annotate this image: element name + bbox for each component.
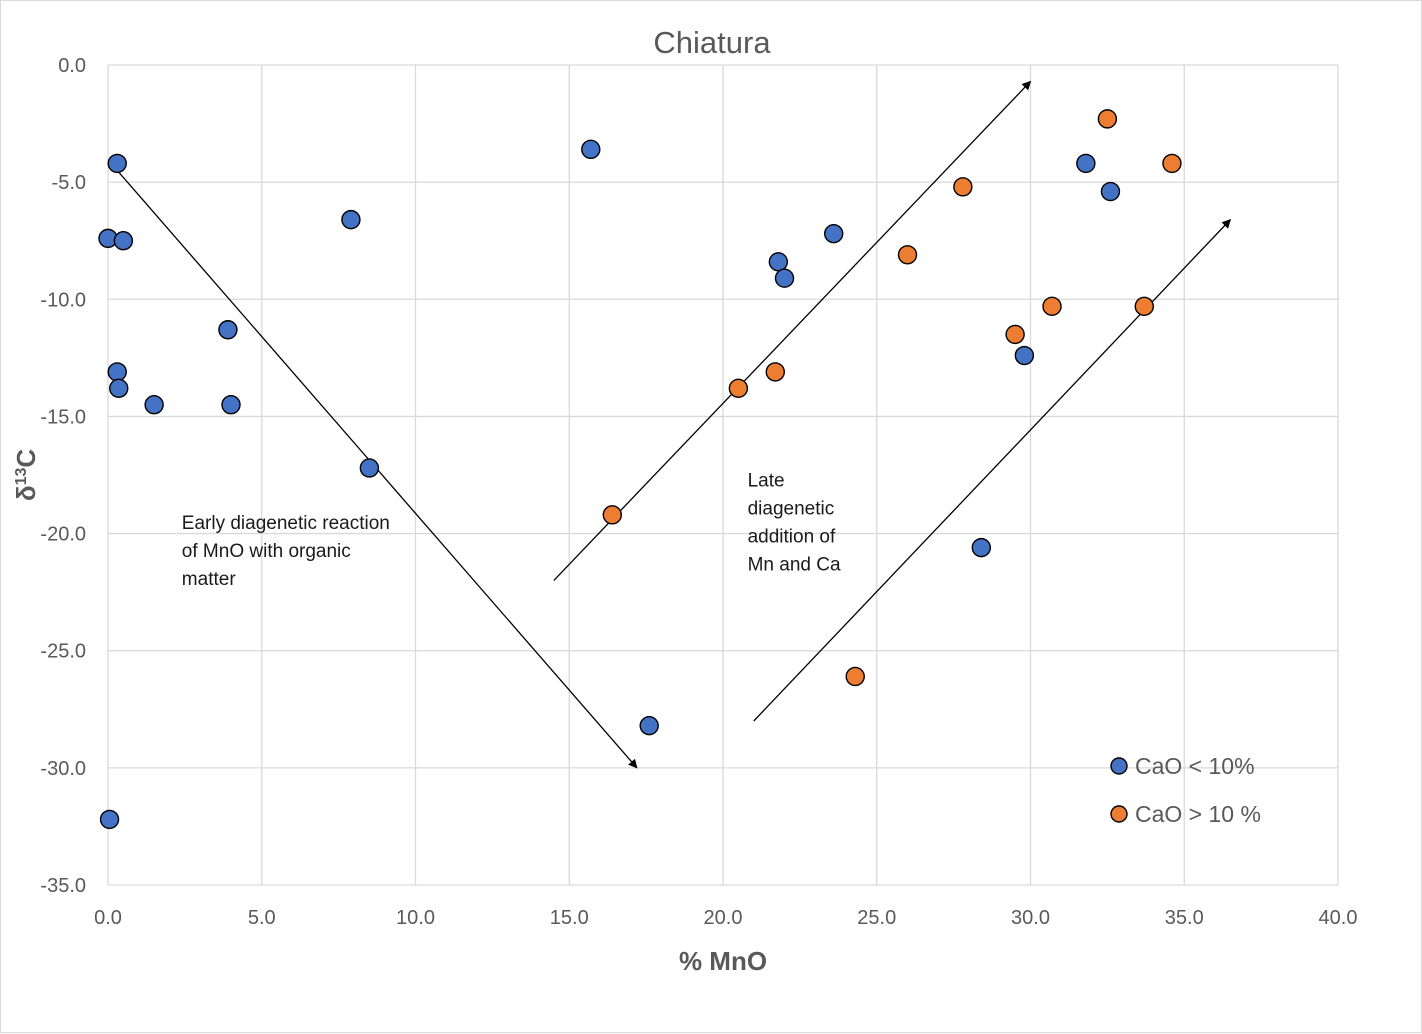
y-tick-label: -15.0 [40,406,86,428]
data-point [581,139,601,160]
gridlines [107,64,1339,886]
x-tick-label: 30.0 [1011,907,1050,929]
data-point [99,809,120,830]
annotation: Early diagenetic reaction of MnO with org… [182,513,390,590]
annotation-line: Early diagenetic reaction [182,513,390,534]
data-point [1014,345,1035,366]
x-tick-label: 0.0 [94,907,122,929]
legend: CaO < 10% CaO > 10 % [1110,753,1261,827]
annotations: Early diagenetic reaction of MnO with org… [182,471,841,590]
data-point [107,153,127,174]
y-tick-label: -5.0 [52,172,86,194]
y-axis-title-tail: C [11,449,41,468]
legend-marker [1110,757,1128,775]
annotation-line: Mn and Ca [748,555,841,576]
x-tick-label: 25.0 [857,907,896,929]
trend-arrow [753,218,1232,722]
annotation: Late diagenetic addition of Mn and Ca [748,471,841,576]
y-tick-labels: 0.0 -5.0 -10.0 -15.0 -20.0 -25.0 -30.0 -35.0 [40,55,86,897]
y-axis-title-superscript: 13 [13,468,30,486]
data-point [1042,296,1062,317]
data-point [109,378,129,399]
data-point [218,320,238,340]
data-points [98,109,1182,830]
y-tick-label: -10.0 [40,289,86,311]
data-point [824,223,844,244]
y-tick-label: -30.0 [40,758,86,780]
annotation-line: matter [182,569,237,590]
x-axis-title: % MnO [679,946,767,976]
annotation-line: addition of [748,527,836,548]
chart-title: Chiatura [653,25,771,60]
data-point [1005,324,1025,345]
x-tick-label: 5.0 [248,907,276,929]
data-point [768,252,789,272]
x-tick-label: 20.0 [704,907,743,929]
data-point [359,458,380,478]
data-point [144,395,164,415]
x-tick-label: 15.0 [550,907,589,929]
y-tick-label: 0.0 [58,55,86,77]
legend-label: CaO > 10 % [1135,801,1261,827]
data-point [1076,153,1096,174]
annotation-line: diagenetic [748,499,835,520]
annotation-line: of MnO with organic [182,541,351,562]
data-point [639,715,659,736]
data-point [728,378,749,399]
data-point [341,209,361,230]
trend-arrows [116,80,1232,769]
data-point [774,268,795,288]
trend-arrow [553,80,1032,581]
x-tick-labels: 0.0 5.0 10.0 15.0 20.0 25.0 30.0 35.0 40.0 [94,907,1357,929]
series-2 [602,109,1182,687]
series-1 [98,139,1121,830]
data-point [113,231,134,251]
annotation-line: Late [748,471,785,492]
y-tick-label: -25.0 [40,641,86,663]
data-point [765,362,785,382]
legend-marker [1110,805,1128,823]
y-tick-label: -35.0 [40,875,86,897]
x-tick-label: 10.0 [396,907,435,929]
data-point [971,537,991,558]
data-point [1100,181,1121,202]
data-point [845,666,865,687]
data-point [897,245,918,265]
data-point [1134,296,1154,317]
data-point [221,395,241,415]
x-tick-label: 40.0 [1319,907,1358,929]
legend-label: CaO < 10% [1135,753,1255,779]
data-point [602,505,622,525]
data-point [953,177,973,197]
y-axis-title: δ13C [11,449,41,502]
data-point [1162,153,1182,174]
y-tick-label: -20.0 [40,524,86,546]
data-point [107,362,127,382]
y-axis-title-base: δ [11,485,41,501]
x-tick-label: 35.0 [1165,907,1204,929]
data-point [1097,109,1118,129]
